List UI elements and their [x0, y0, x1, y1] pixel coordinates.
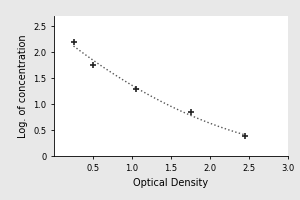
Y-axis label: Log. of concentration: Log. of concentration — [18, 34, 28, 138]
X-axis label: Optical Density: Optical Density — [134, 178, 208, 188]
